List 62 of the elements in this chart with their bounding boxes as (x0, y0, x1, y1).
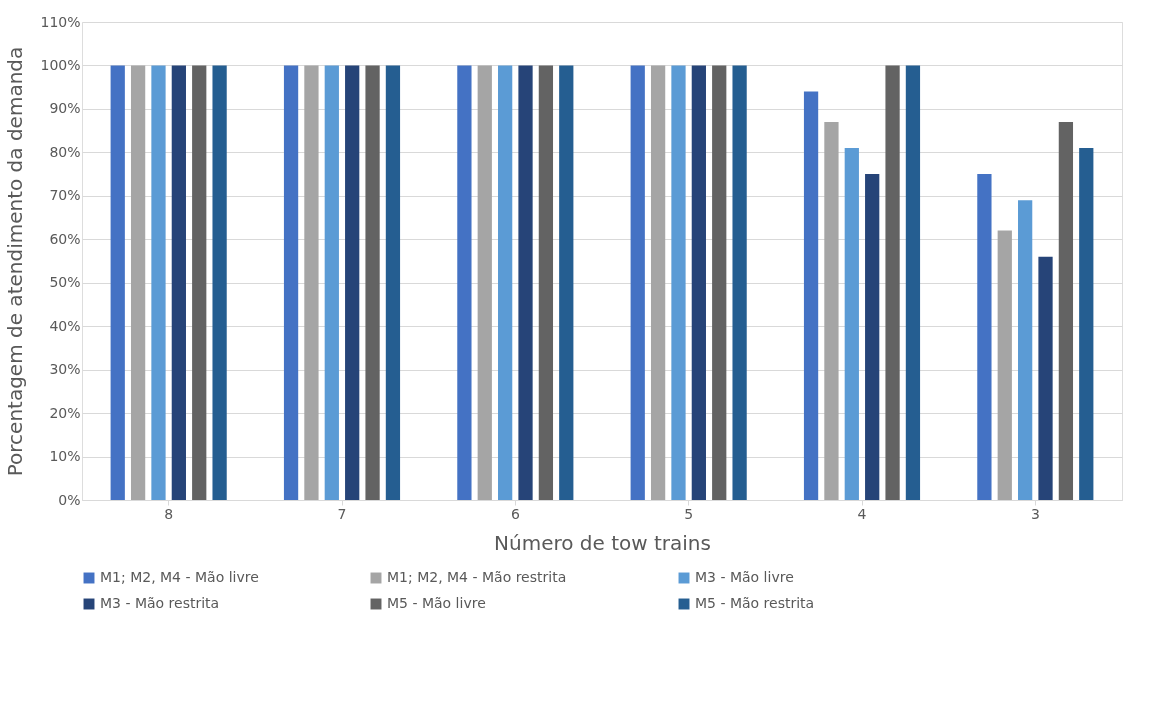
y-tick-label: 60% (49, 230, 81, 247)
bar (283, 65, 299, 500)
bar (130, 65, 146, 500)
bar (110, 65, 125, 500)
bar (538, 65, 554, 500)
y-tick-label: 110% (40, 13, 81, 30)
legend-label: M1; M2, M4 - Mão livre (100, 569, 259, 585)
y-axis-title: Porcentagem de atendimento da demanda (3, 46, 28, 477)
bar (650, 65, 666, 500)
x-axis-title: Número de tow trains (494, 530, 711, 555)
legend-label: M1; M2, M4 - Mão restrita (387, 569, 567, 585)
bar (844, 148, 859, 500)
bar (803, 91, 819, 500)
y-tick-label: 90% (49, 100, 81, 117)
bar (885, 65, 900, 500)
bar (1079, 148, 1094, 500)
x-tick-label: 5 (684, 505, 694, 522)
bar (824, 121, 839, 500)
bar (997, 230, 1012, 500)
bar (630, 65, 645, 500)
bar (457, 65, 472, 500)
bar (559, 65, 574, 500)
legend-label: M5 - Mão restrita (695, 595, 815, 611)
bar (365, 65, 380, 500)
y-tick-label: 10% (49, 448, 81, 465)
bar (192, 65, 207, 500)
y-tick-label: 0% (58, 491, 81, 508)
bar (1038, 256, 1053, 500)
bar (518, 65, 533, 500)
bar (212, 65, 227, 500)
x-tick-label: 6 (510, 505, 520, 522)
bar (732, 65, 747, 500)
y-tick-label: 70% (49, 187, 81, 204)
y-tick-label: 50% (49, 274, 81, 291)
bar (1058, 121, 1074, 500)
legend-label: M3 - Mão livre (695, 569, 794, 585)
bar (151, 65, 166, 500)
bar (304, 65, 319, 500)
y-tick-label: 100% (40, 56, 81, 73)
y-tick-label: 40% (49, 317, 81, 334)
y-tick-label: 20% (49, 404, 81, 421)
bar (385, 65, 401, 500)
x-tick-label: 3 (1030, 505, 1040, 522)
bar (905, 65, 921, 500)
bar (498, 65, 513, 500)
legend-label: M5 - Mão livre (387, 595, 486, 611)
bar (477, 65, 492, 500)
x-tick-label: 8 (164, 505, 174, 522)
bar (712, 65, 727, 500)
x-tick-label: 7 (337, 505, 347, 522)
bar (691, 65, 706, 500)
bar (324, 65, 339, 500)
bar (865, 174, 880, 500)
x-tick-label: 4 (857, 505, 867, 522)
y-tick-label: 80% (49, 143, 81, 160)
bar (171, 65, 186, 500)
bar (1018, 200, 1033, 500)
legend-label: M3 - Mão restrita (100, 595, 220, 611)
bar (671, 65, 686, 500)
bar (345, 65, 360, 500)
y-tick-label: 30% (49, 361, 81, 378)
bar (977, 174, 992, 500)
